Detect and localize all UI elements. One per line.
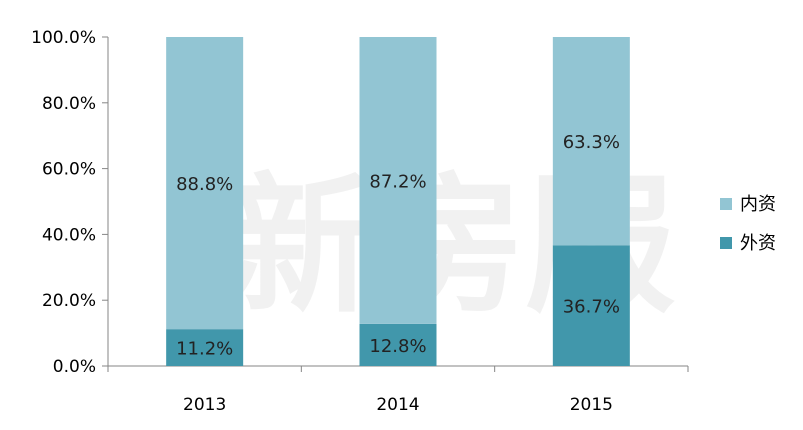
x-tick-label: 2014	[376, 395, 419, 415]
bar-segment	[359, 37, 437, 324]
data-labels: 11.2% 88.8% 12.8% 87.2% 36.7% 63.3%	[176, 132, 620, 359]
bar-segment	[552, 245, 630, 366]
data-label: 36.7%	[563, 297, 620, 318]
legend-swatch	[720, 237, 732, 249]
x-tick-label: 2013	[183, 395, 226, 415]
data-label: 87.2%	[369, 171, 426, 192]
bar-segment	[166, 329, 244, 366]
data-label: 11.2%	[176, 339, 233, 360]
data-label: 12.8%	[369, 336, 426, 357]
bars	[166, 37, 630, 366]
x-tick-label: 2015	[570, 395, 613, 415]
y-tick-label: 80.0%	[42, 94, 96, 114]
legend-swatch	[720, 198, 732, 210]
bar-segment	[552, 37, 630, 246]
bar-segment	[359, 323, 437, 366]
y-tick-label: 100.0%	[31, 28, 96, 48]
bar-segment	[166, 37, 244, 330]
y-tick-label: 20.0%	[42, 291, 96, 311]
data-label: 88.8%	[176, 174, 233, 195]
legend-label: 外资	[740, 233, 776, 254]
y-tick-label: 0.0%	[53, 357, 96, 377]
legend-label: 内资	[740, 194, 776, 215]
y-tick-label: 60.0%	[42, 160, 96, 180]
y-tick-label: 40.0%	[42, 225, 96, 245]
data-label: 63.3%	[563, 132, 620, 153]
